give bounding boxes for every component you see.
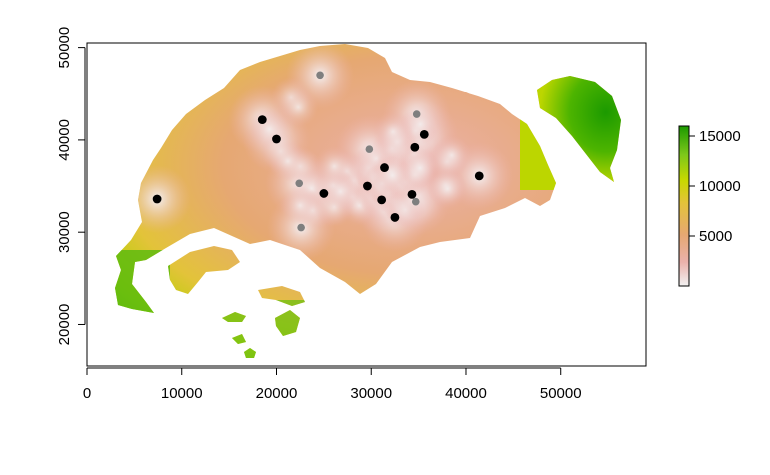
y-tick-label: 40000 [56,119,73,161]
legend-ticks: 5000 10000 15000 [689,128,741,245]
plot-frame [86,42,647,367]
y-tick-label: 30000 [56,211,73,253]
legend-tick-label: 15000 [699,128,741,145]
y-tick-label: 50000 [56,27,73,69]
point-black [257,115,267,124]
point-gray [365,145,374,153]
point-black [272,134,281,144]
x-tick-label: 20000 [256,385,298,402]
x-axis: 0 10000 20000 30000 40000 50000 [83,367,582,402]
point-black [152,194,162,204]
x-tick-label: 10000 [161,385,203,402]
pale-spot [427,168,468,209]
pale-spot [280,185,321,226]
point-black [390,213,400,222]
point-gray [316,71,324,80]
raster-surface [115,44,621,358]
legend: 5000 10000 15000 [678,125,741,287]
legend-tick-label: 5000 [699,228,732,245]
legend-colorbar [678,125,690,287]
pale-spot [278,87,319,128]
point-black [380,163,389,172]
point-gray [295,179,304,188]
point-gray [412,110,421,118]
points-layer [152,71,484,232]
point-black [363,181,372,191]
x-tick-label: 0 [83,385,91,402]
pale-spot [373,111,414,152]
point-black [377,195,387,205]
point-black [410,142,420,152]
pale-spot [372,155,413,196]
point-black [407,189,417,199]
point-gray [411,197,420,206]
point-black [474,171,484,181]
x-tick-label: 50000 [540,385,582,402]
point-black [419,129,429,139]
x-tick-label: 30000 [350,385,392,402]
raster-west-green [115,250,170,320]
pale-spot [431,135,472,176]
pale-spot [267,141,308,182]
point-gray [297,223,305,232]
y-tick-label: 20000 [56,304,73,346]
y-axis: 20000 30000 40000 50000 [56,27,86,346]
x-tick-label: 40000 [445,385,487,402]
raster-east-green [520,70,621,190]
pale-spot [314,146,355,187]
raster-south-islands [210,300,310,358]
point-black [319,189,329,198]
legend-tick-label: 10000 [699,178,741,195]
